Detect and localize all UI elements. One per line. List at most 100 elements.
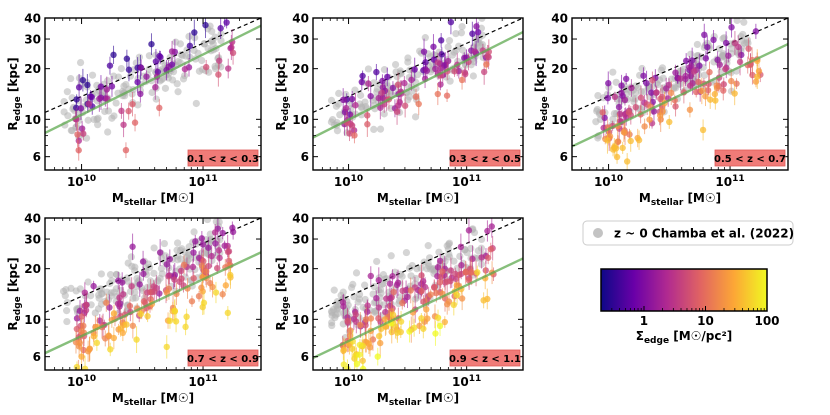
colorbar-label: Σedge [M☉/pc²] — [636, 329, 732, 346]
data-point — [615, 103, 623, 111]
data-point — [611, 93, 619, 101]
y-tick-label: 30 — [292, 33, 309, 47]
reference-point — [332, 302, 341, 310]
data-point — [120, 121, 127, 128]
reference-point — [456, 252, 464, 260]
data-point — [656, 112, 664, 119]
reference-point — [135, 53, 144, 61]
data-point — [139, 258, 147, 265]
data-point — [666, 118, 673, 126]
data-point — [356, 341, 364, 349]
reference-point — [88, 71, 97, 79]
reference-point — [205, 68, 213, 76]
data-point — [200, 299, 208, 307]
data-point — [480, 68, 488, 76]
reference-point — [339, 288, 347, 296]
data-point — [166, 255, 174, 263]
x-tick-label: 1010 — [594, 174, 623, 189]
data-point — [203, 63, 210, 71]
data-point — [458, 76, 466, 84]
data-point — [646, 116, 653, 123]
reference-point — [178, 52, 187, 60]
x-tick-label: 1011 — [715, 174, 744, 189]
reference-point — [190, 228, 198, 236]
data-point — [711, 90, 719, 98]
data-point — [110, 310, 118, 317]
data-point — [183, 313, 190, 320]
data-point — [399, 287, 406, 294]
reference-point — [61, 292, 69, 300]
data-point — [118, 107, 125, 115]
data-point — [383, 295, 390, 302]
data-point — [394, 81, 402, 88]
data-point — [752, 28, 760, 35]
data-point — [450, 301, 458, 309]
reference-point — [364, 65, 373, 73]
reference-point — [87, 292, 95, 300]
data-point — [672, 69, 679, 76]
data-point — [123, 321, 130, 328]
data-point — [396, 99, 403, 106]
colorbar-gradient — [600, 268, 768, 312]
data-point — [140, 270, 147, 278]
data-point — [731, 39, 739, 47]
data-point — [457, 243, 465, 251]
data-point — [171, 307, 178, 314]
reference-point — [740, 18, 748, 26]
data-point — [225, 65, 232, 72]
data-point — [229, 224, 236, 232]
data-point — [80, 130, 87, 137]
y-tick-label: 40 — [24, 12, 41, 26]
legend-marker — [593, 228, 603, 238]
data-point — [487, 245, 494, 253]
y-tick-label: 30 — [551, 33, 568, 47]
reference-point — [610, 110, 619, 118]
reference-point — [93, 115, 101, 124]
reference-point — [371, 309, 380, 317]
data-point — [407, 287, 414, 294]
data-point — [359, 365, 367, 370]
data-point — [637, 94, 645, 101]
reference-point — [411, 113, 420, 121]
y-tick-label: 10 — [551, 113, 568, 127]
reference-point — [733, 18, 741, 25]
data-point — [163, 343, 170, 351]
reference-point — [212, 218, 220, 226]
data-point — [140, 298, 148, 305]
data-point — [125, 107, 132, 115]
reference-point — [347, 283, 356, 292]
reference-point — [209, 40, 217, 48]
data-point — [384, 73, 391, 81]
data-point — [447, 267, 455, 274]
data-point — [217, 25, 224, 32]
data-point — [614, 138, 622, 145]
data-point — [699, 126, 707, 134]
reference-point — [478, 18, 486, 22]
data-point — [462, 70, 469, 78]
data-point — [393, 281, 401, 289]
reference-point — [387, 252, 395, 260]
data-point — [229, 49, 237, 57]
data-point — [75, 147, 82, 154]
reference-point — [333, 127, 342, 135]
data-point — [82, 301, 90, 309]
data-point — [144, 312, 151, 320]
axes-frame — [312, 17, 524, 171]
reference-point — [87, 301, 95, 309]
sample-points — [72, 218, 237, 370]
data-point — [106, 304, 113, 311]
data-point — [474, 29, 482, 36]
data-point — [189, 263, 197, 271]
data-point — [186, 42, 194, 50]
data-point — [96, 317, 103, 324]
data-point — [693, 88, 700, 96]
y-tick-label: 10 — [292, 313, 309, 327]
y-axis-label: Redge [kpc] — [274, 257, 291, 330]
data-point — [215, 247, 223, 254]
data-point — [367, 92, 374, 100]
data-point — [625, 109, 633, 116]
data-point — [88, 93, 95, 101]
data-point — [107, 346, 114, 353]
data-point — [430, 43, 437, 50]
data-point — [447, 18, 455, 26]
